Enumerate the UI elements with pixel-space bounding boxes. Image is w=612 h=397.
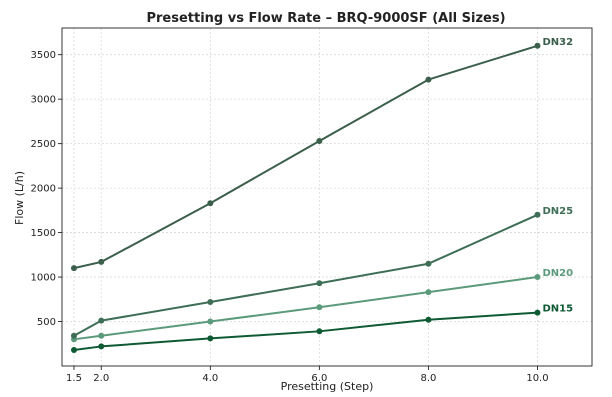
y-tick-label: 2500 (31, 139, 56, 150)
data-point (534, 211, 541, 218)
series-label: DN32 (542, 37, 573, 48)
data-point (534, 274, 541, 281)
data-point (316, 304, 323, 311)
y-tick-label: 3500 (31, 50, 56, 61)
tick-labels: 1.5 2.0 4.0 6.0 8.0 10.0 500 1000 1500 2000 2500 30… (31, 50, 549, 384)
data-point (70, 346, 77, 353)
data-point (98, 258, 105, 265)
y-tick-label: 3000 (31, 95, 56, 106)
data-point (316, 328, 323, 335)
x-tick-label: 10.0 (526, 373, 548, 384)
grid (62, 28, 592, 366)
series-label: DN25 (542, 206, 573, 217)
y-tick-label: 1500 (31, 228, 56, 239)
data-point (98, 343, 105, 350)
y-tick-label: 500 (37, 317, 56, 328)
series: DN15 DN20 DN25 DN32 (70, 37, 573, 353)
series-line (73, 213, 538, 337)
series-dn25: DN25 (70, 206, 573, 339)
data-point (425, 316, 432, 323)
x-tick-label: 6.0 (311, 373, 327, 384)
series-dn20: DN20 (70, 268, 573, 343)
data-point (207, 298, 214, 305)
data-point (425, 260, 432, 267)
data-point (207, 318, 214, 325)
y-axis-label: Flow (L/h) (13, 171, 26, 225)
data-point (316, 137, 323, 144)
data-point (534, 42, 541, 49)
axes (58, 27, 593, 370)
data-point (70, 332, 77, 339)
x-tick-label: 2.0 (93, 373, 109, 384)
x-axis-label: Presetting (Step) (281, 380, 374, 393)
series-line (73, 311, 538, 351)
series-label: DN15 (542, 304, 573, 315)
y-tick-label: 1000 (31, 273, 56, 284)
series-line (73, 44, 538, 270)
data-point (98, 317, 105, 324)
series-label: DN20 (542, 268, 573, 279)
data-point (534, 309, 541, 316)
plot-frame (61, 27, 593, 367)
x-tick-label: 8.0 (420, 373, 436, 384)
data-point (207, 200, 214, 207)
data-point (98, 332, 105, 339)
series-dn15: DN15 (70, 304, 573, 353)
chart-title: Presetting vs Flow Rate – BRQ-9000SF (Al… (146, 11, 505, 26)
data-point (425, 289, 432, 296)
x-tick-label: 1.5 (66, 373, 82, 384)
data-point (425, 76, 432, 83)
data-point (316, 280, 323, 287)
series-dn32: DN32 (70, 37, 573, 272)
data-point (70, 265, 77, 272)
y-tick-label: 2000 (31, 184, 56, 195)
series-line (73, 276, 538, 341)
data-point (207, 335, 214, 342)
x-tick-label: 4.0 (202, 373, 218, 384)
